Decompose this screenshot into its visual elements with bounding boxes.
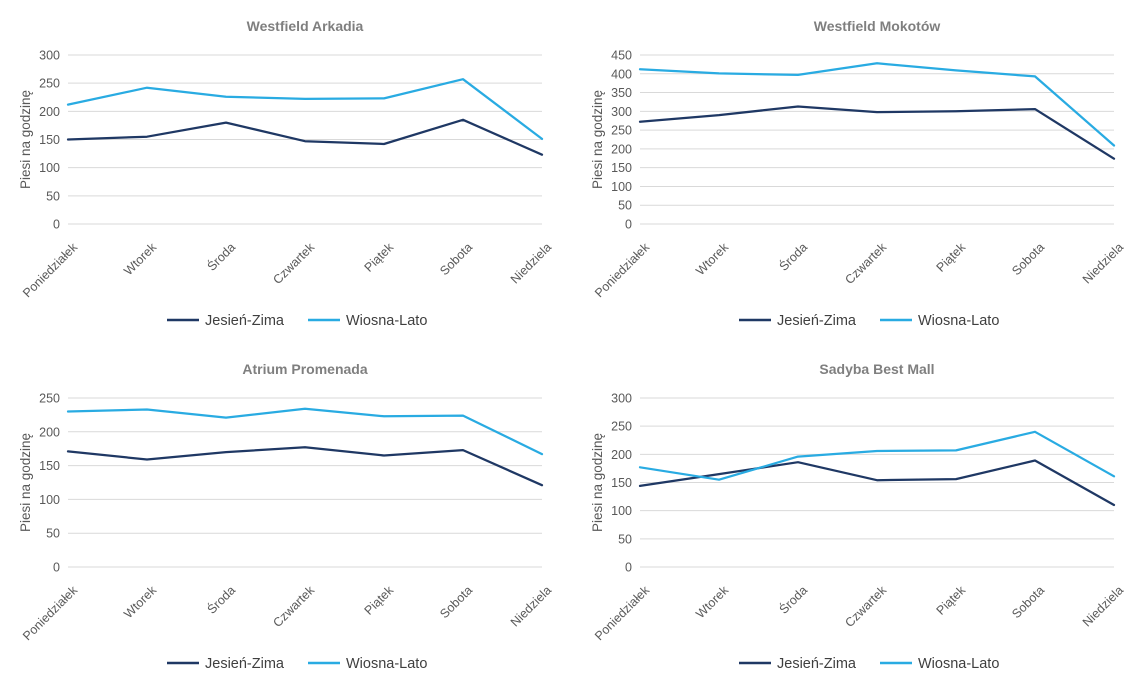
y-axis-tick-label: 450 [611,49,632,63]
x-axis-tick-label: Wtorek [693,583,731,621]
legend-label: Wiosna-Lato [918,656,999,672]
x-axis-tick-label: Piątek [934,583,969,618]
y-axis-tick-label: 150 [39,459,60,473]
legend-label: Jesień-Zima [777,313,857,329]
series-line-wiosna-lato [638,430,1116,481]
x-axis-tick-label: Sobota [1009,240,1047,278]
legend-item-wiosna-lato: Wiosna-Lato [308,656,427,672]
x-axis-tick-label: Niedziela [508,583,554,629]
chart-canvas-sadyba-best-mall: Sadyba Best Mall Piesi na godzinę 0 50 100 15… [590,361,1126,672]
legend-label: Jesień-Zima [777,656,857,672]
chart-title: Sadyba Best Mall [819,361,934,377]
chart-panel-westfield-arkadia: Westfield Arkadia Piesi na godzinę 0 50 100 1… [0,0,572,343]
legend-item-jesie-zima: Jesień-Zima [167,656,285,672]
x-axis-tick-label: Środa [776,582,810,616]
x-axis-tick-label: Czwartek [270,240,317,287]
x-axis-tick-label: Czwartek [842,240,889,287]
x-axis-tick-label: Piątek [362,583,397,618]
x-axis-tick-label: Wtorek [121,240,159,278]
x-axis-tick-label: Piątek [362,240,397,275]
x-axis-tick-label: Czwartek [270,583,317,630]
y-axis-tick-label: 250 [611,124,632,138]
chart-canvas-westfield-arkadia: Westfield Arkadia Piesi na godzinę 0 50 100 1… [18,18,554,329]
legend-item-wiosna-lato: Wiosna-Lato [880,313,999,329]
y-axis-tick-label: 200 [39,425,60,439]
chart-panel-sadyba-best-mall: Sadyba Best Mall Piesi na godzinę 0 50 100 15… [572,343,1144,686]
x-axis-tick-label: Czwartek [842,583,889,630]
y-axis-tick-label: 250 [611,420,632,434]
chart-canvas-westfield-mokot-w: Westfield Mokotów Piesi na godzinę 0 50 100 1… [590,18,1126,329]
legend-label: Jesień-Zima [205,313,285,329]
y-axis-tick-label: 0 [625,218,632,232]
legend-label: Wiosna-Lato [346,656,427,672]
y-axis-tick-label: 300 [611,392,632,406]
x-axis-tick-label: Niedziela [508,240,554,286]
x-axis-tick-label: Poniedziałek [592,240,653,301]
x-axis-tick-label: Sobota [1009,583,1047,621]
y-axis-tick-label: 150 [611,476,632,490]
legend-item-jesie-zima: Jesień-Zima [167,313,285,329]
y-axis-tick-label: 100 [39,161,60,175]
chart-title: Atrium Promenada [242,361,367,377]
y-axis-tick-label: 300 [39,49,60,63]
x-axis-tick-label: Niedziela [1080,583,1126,629]
series-line-jesie-zima [66,446,544,487]
legend-label: Wiosna-Lato [346,313,427,329]
x-axis-tick-label: Wtorek [693,240,731,278]
series-line-jesie-zima [638,459,1116,507]
y-axis-tick-label: 50 [46,527,60,541]
chart-panel-westfield-mokot-w: Westfield Mokotów Piesi na godzinę 0 50 100 1… [572,0,1144,343]
y-axis-title: Piesi na godzinę [18,90,33,189]
chart-title: Westfield Mokotów [814,18,941,34]
chart-canvas-atrium-promenada: Atrium Promenada Piesi na godzinę 0 50 100 15… [18,361,554,672]
x-axis-tick-label: Piątek [934,240,969,275]
y-axis-tick-label: 100 [611,180,632,194]
x-axis-tick-label: Poniedziałek [20,583,81,644]
series-line-wiosna-lato [66,78,544,141]
x-axis-tick-label: Środa [776,239,810,273]
y-axis-title: Piesi na godzinę [590,90,605,189]
legend-item-wiosna-lato: Wiosna-Lato [308,313,427,329]
legend-label: Wiosna-Lato [918,313,999,329]
series-line-jesie-zima [638,105,1116,160]
x-axis-tick-label: Niedziela [1080,240,1126,286]
y-axis-tick-label: 200 [611,142,632,156]
y-axis-tick-label: 150 [611,161,632,175]
chart-title: Westfield Arkadia [247,18,364,34]
x-axis-tick-label: Sobota [437,240,475,278]
series-line-jesie-zima [66,118,544,156]
y-axis-tick-label: 100 [39,493,60,507]
y-axis-tick-label: 400 [611,67,632,81]
chart-panel-atrium-promenada: Atrium Promenada Piesi na godzinę 0 50 100 15… [0,343,572,686]
y-axis-tick-label: 50 [618,199,632,213]
y-axis-tick-label: 300 [611,105,632,119]
y-axis-tick-label: 0 [53,218,60,232]
x-axis-tick-label: Poniedziałek [592,583,653,644]
series-line-wiosna-lato [66,407,544,456]
x-axis-tick-label: Wtorek [121,583,159,621]
x-axis-tick-label: Środa [204,239,238,273]
x-axis-tick-label: Sobota [437,583,475,621]
y-axis-tick-label: 50 [46,189,60,203]
y-axis-tick-label: 150 [39,133,60,147]
y-axis-tick-label: 250 [39,392,60,406]
y-axis-tick-label: 200 [39,105,60,119]
y-axis-tick-label: 350 [611,86,632,100]
y-axis-tick-label: 0 [53,561,60,575]
x-axis-tick-label: Środa [204,582,238,616]
y-axis-title: Piesi na godzinę [590,433,605,532]
series-line-wiosna-lato [638,62,1116,147]
y-axis-tick-label: 0 [625,561,632,575]
x-axis-tick-label: Poniedziałek [20,240,81,301]
y-axis-tick-label: 50 [618,532,632,546]
legend-item-jesie-zima: Jesień-Zima [739,313,857,329]
legend-label: Jesień-Zima [205,656,285,672]
y-axis-tick-label: 100 [611,504,632,518]
y-axis-title: Piesi na godzinę [18,433,33,532]
legend-item-wiosna-lato: Wiosna-Lato [880,656,999,672]
y-axis-tick-label: 250 [39,77,60,91]
legend-item-jesie-zima: Jesień-Zima [739,656,857,672]
y-axis-tick-label: 200 [611,448,632,462]
